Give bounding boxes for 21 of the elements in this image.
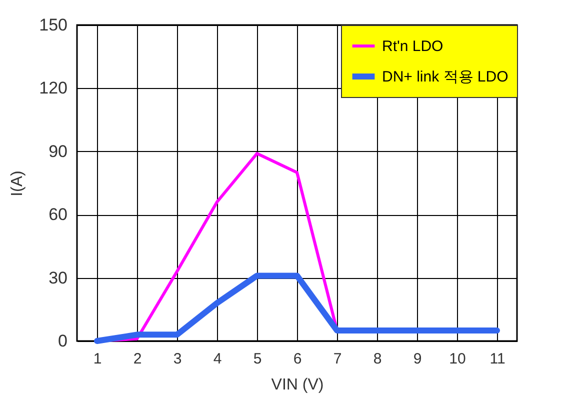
x-tick-label: 3: [173, 350, 182, 368]
legend-label: DN+ link 적용 LDO: [382, 68, 508, 86]
x-tick-label: 8: [373, 350, 382, 368]
x-tick-label: 2: [133, 350, 142, 368]
y-axis-title: I(A): [9, 170, 26, 196]
y-tick-label: 90: [48, 142, 68, 161]
x-axis-title: VIN (V): [271, 376, 324, 394]
x-tick-label: 9: [413, 350, 422, 368]
y-tick-label: 0: [58, 332, 68, 350]
x-tick-label: 1: [93, 350, 102, 368]
x-tick-label: 4: [213, 350, 222, 368]
y-tick-label: 30: [48, 268, 68, 288]
x-tick-label: 7: [333, 350, 342, 368]
x-tick-label: 5: [253, 350, 262, 368]
x-tick-label: 11: [490, 350, 506, 368]
x-tick-label: 6: [293, 350, 302, 368]
y-tick-label: 150: [39, 16, 68, 34]
y-tick-label: 60: [48, 205, 68, 224]
legend-label: Rt'n LDO: [382, 38, 444, 55]
y-tick-label: 120: [39, 78, 68, 98]
x-tick-label: 10: [449, 350, 466, 368]
